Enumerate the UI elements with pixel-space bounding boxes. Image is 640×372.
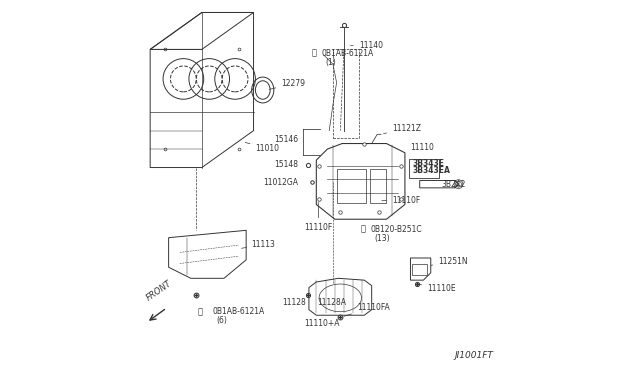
Text: FRONT: FRONT bbox=[145, 279, 173, 302]
Text: 3B242: 3B242 bbox=[442, 180, 466, 189]
Text: 11110: 11110 bbox=[410, 143, 435, 152]
Text: 11140: 11140 bbox=[351, 41, 383, 49]
Text: 11010: 11010 bbox=[245, 142, 280, 153]
Text: 0B1AB-6121A: 0B1AB-6121A bbox=[213, 307, 265, 316]
Text: Ⓑ: Ⓑ bbox=[198, 307, 202, 316]
Text: 11110F: 11110F bbox=[305, 202, 333, 232]
Text: 11128A: 11128A bbox=[317, 298, 346, 307]
Text: 11110FA: 11110FA bbox=[344, 303, 390, 316]
Text: 0B1AB-6121A: 0B1AB-6121A bbox=[322, 49, 374, 58]
Text: 15146: 15146 bbox=[274, 135, 298, 144]
Text: 11121Z: 11121Z bbox=[383, 124, 421, 134]
Text: 3B343EA: 3B343EA bbox=[412, 166, 450, 174]
Text: 11128: 11128 bbox=[282, 298, 306, 307]
Text: 15148: 15148 bbox=[274, 160, 298, 169]
Text: 12279: 12279 bbox=[269, 79, 305, 89]
Text: Ⓑ: Ⓑ bbox=[361, 225, 366, 234]
Text: 11110E: 11110E bbox=[419, 284, 456, 293]
Text: 11110F: 11110F bbox=[382, 196, 420, 205]
Text: 11110+A: 11110+A bbox=[304, 319, 340, 328]
Text: Ⓑ: Ⓑ bbox=[312, 49, 317, 58]
Text: 11251N: 11251N bbox=[431, 257, 468, 266]
Text: (13): (13) bbox=[374, 234, 390, 243]
Text: JI1001FT: JI1001FT bbox=[454, 350, 493, 359]
Text: (1): (1) bbox=[326, 58, 336, 67]
Text: (6): (6) bbox=[216, 316, 227, 325]
Text: 0B120-B251C: 0B120-B251C bbox=[371, 225, 422, 234]
Text: 11113: 11113 bbox=[241, 240, 276, 249]
Text: 11012GA: 11012GA bbox=[263, 178, 298, 187]
Text: 3B343E: 3B343E bbox=[412, 159, 444, 169]
